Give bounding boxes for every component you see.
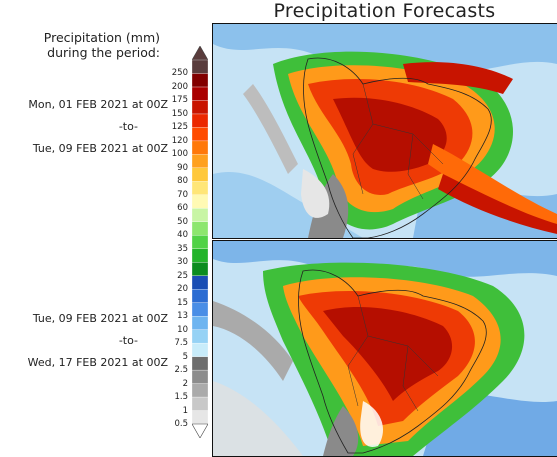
period-2-label: Tue, 09 FEB 2021 at 00Z -to- Wed, 17 FEB… — [0, 313, 168, 379]
scale-swatch-0.5 — [192, 410, 208, 425]
scale-tick-label: 200 — [171, 81, 188, 92]
scale-tick-label: 2 — [182, 378, 188, 389]
scale-swatch-70 — [192, 181, 208, 195]
scale-swatch-120 — [192, 127, 208, 142]
period-1-label: Mon, 01 FEB 2021 at 00Z -to- Tue, 09 FEB… — [0, 99, 168, 165]
scale-swatch-10 — [192, 315, 208, 330]
scale-swatch-60 — [192, 194, 208, 209]
scale-top-cap — [192, 46, 208, 61]
scale-swatch-2.5 — [192, 356, 208, 371]
period-1-end: Tue, 09 FEB 2021 at 00Z — [32, 142, 168, 155]
scale-swatch-30 — [192, 248, 208, 263]
scale-swatch-90 — [192, 154, 208, 169]
forecast-map-period-1 — [212, 23, 557, 239]
forecast-map-period-2 — [212, 240, 557, 457]
scale-tick-label: 80 — [177, 176, 188, 187]
scale-swatch-200 — [192, 73, 208, 88]
scale-tick-label: 20 — [177, 284, 188, 295]
scale-tick-label: 70 — [177, 189, 188, 200]
scale-tick-label: 150 — [171, 108, 188, 119]
legend-label-line1: Precipitation (mm) — [43, 30, 160, 45]
scale-swatch-25 — [192, 262, 208, 276]
scale-tick-label: 100 — [171, 149, 188, 160]
scale-swatch-35 — [192, 235, 208, 249]
scale-swatch-1 — [192, 396, 208, 411]
period-1-to: -to- — [118, 120, 138, 133]
scale-tick-label: 60 — [177, 203, 188, 214]
scale-swatch-40 — [192, 221, 208, 236]
scale-swatch-5 — [192, 342, 208, 357]
period-2-to: -to- — [118, 334, 138, 347]
scale-tick-label: 1 — [182, 405, 188, 416]
scale-swatch-175 — [192, 86, 208, 101]
scale-swatch-13 — [192, 302, 208, 317]
scale-swatch-7.5 — [192, 329, 208, 344]
scale-tick-label: 13 — [177, 311, 188, 322]
scale-tick-label: 7.5 — [174, 338, 188, 349]
scale-tick-label: 250 — [171, 68, 188, 79]
scale-swatch-15 — [192, 289, 208, 303]
scale-tick-label: 2.5 — [174, 365, 188, 376]
period-2-end: Wed, 17 FEB 2021 at 00Z — [27, 356, 168, 369]
scale-swatch-150 — [192, 100, 208, 115]
scale-tick-label: 1.5 — [174, 392, 188, 403]
color-scale-bar — [192, 46, 208, 438]
scale-swatch-1.5 — [192, 383, 208, 398]
legend-label-line2: during the period: — [47, 45, 160, 60]
page-title: Precipitation Forecasts — [273, 0, 496, 22]
scale-tick-label: 40 — [177, 230, 188, 241]
legend-label: Precipitation (mm) during the period: — [0, 30, 160, 60]
scale-swatch-100 — [192, 140, 208, 155]
scale-tick-label: 90 — [177, 162, 188, 173]
scale-swatch-125 — [192, 113, 208, 128]
scale-tick-label: 30 — [177, 257, 188, 268]
scale-tick-label: 120 — [171, 135, 188, 146]
scale-tick-label: 15 — [177, 297, 188, 308]
scale-tick-label: 125 — [171, 122, 188, 133]
period-1-start: Mon, 01 FEB 2021 at 00Z — [28, 98, 168, 111]
scale-swatch-250 — [192, 59, 208, 74]
period-2-start: Tue, 09 FEB 2021 at 00Z — [32, 312, 168, 325]
scale-swatch-2 — [192, 369, 208, 384]
scale-swatch-50 — [192, 208, 208, 222]
scale-tick-label: 5 — [182, 351, 188, 362]
scale-tick-label: 25 — [177, 270, 188, 281]
scale-tick-label: 10 — [177, 324, 188, 335]
scale-tick-label: 0.5 — [174, 419, 188, 429]
scale-bottom-cap — [192, 423, 208, 438]
scale-tick-label: 50 — [177, 216, 188, 227]
scale-swatch-80 — [192, 167, 208, 182]
scale-swatch-20 — [192, 275, 208, 290]
scale-tick-label: 35 — [177, 243, 188, 254]
scale-tick-label: 175 — [171, 95, 188, 106]
